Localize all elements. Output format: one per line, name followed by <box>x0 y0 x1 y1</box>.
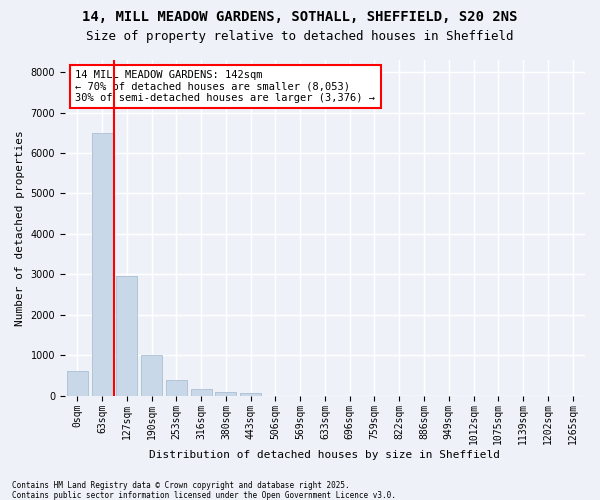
Bar <box>240 394 261 396</box>
Text: Size of property relative to detached houses in Sheffield: Size of property relative to detached ho… <box>86 30 514 43</box>
Text: 14 MILL MEADOW GARDENS: 142sqm
← 70% of detached houses are smaller (8,053)
30% : 14 MILL MEADOW GARDENS: 142sqm ← 70% of … <box>76 70 376 103</box>
Bar <box>215 392 236 396</box>
Bar <box>191 389 212 396</box>
Text: Contains HM Land Registry data © Crown copyright and database right 2025.: Contains HM Land Registry data © Crown c… <box>12 481 350 490</box>
Y-axis label: Number of detached properties: Number of detached properties <box>15 130 25 326</box>
Bar <box>116 276 137 396</box>
Bar <box>67 372 88 396</box>
Text: Contains public sector information licensed under the Open Government Licence v3: Contains public sector information licen… <box>12 491 396 500</box>
Bar <box>166 380 187 396</box>
Bar <box>141 355 162 396</box>
Text: 14, MILL MEADOW GARDENS, SOTHALL, SHEFFIELD, S20 2NS: 14, MILL MEADOW GARDENS, SOTHALL, SHEFFI… <box>82 10 518 24</box>
Bar <box>92 133 113 396</box>
X-axis label: Distribution of detached houses by size in Sheffield: Distribution of detached houses by size … <box>149 450 500 460</box>
